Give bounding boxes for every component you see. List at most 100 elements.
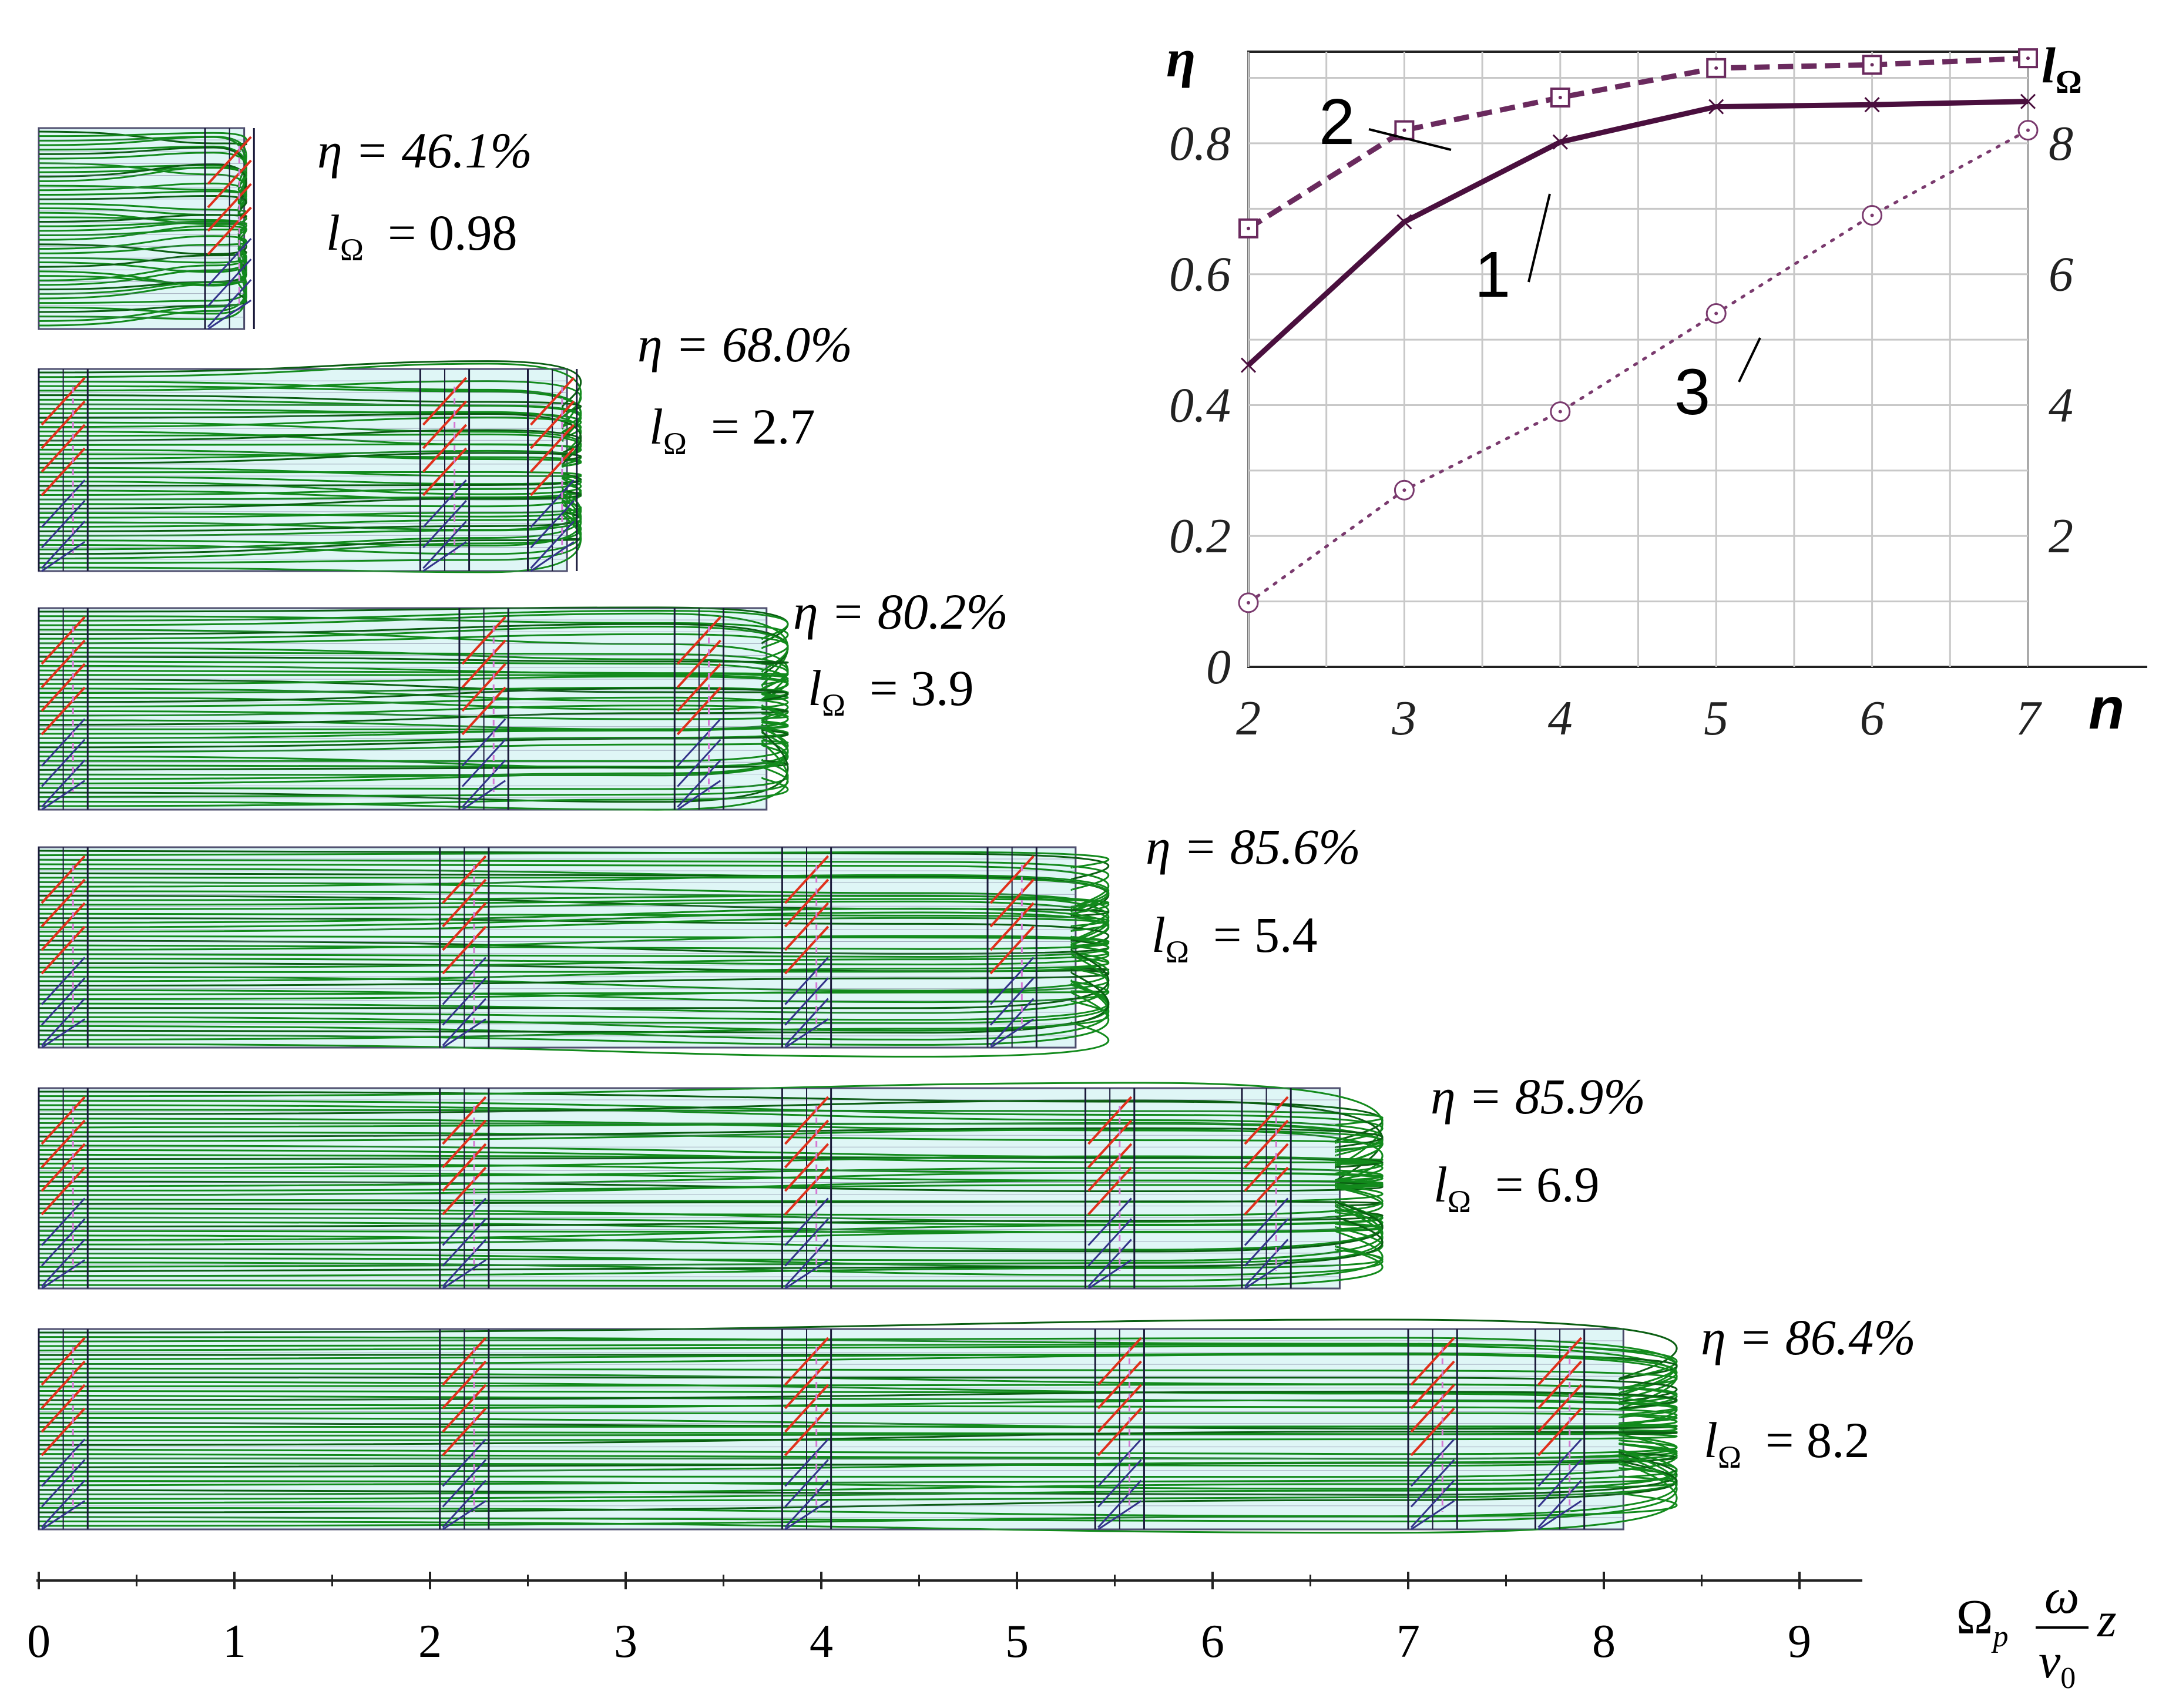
panel-3-length: = 3.9 [869, 660, 974, 716]
trajectory-line [38, 1432, 1678, 1442]
trajectory-line [38, 669, 789, 677]
series-label-1-leader [1527, 193, 1551, 283]
interaction-gap [986, 847, 1038, 1049]
panel-5-efficiency: η = 85.9% [1431, 1068, 1646, 1125]
trajectory-line [38, 625, 789, 673]
bottom-axis-tick-label: 1 [223, 1616, 246, 1667]
series-1-line [1246, 99, 2029, 367]
interaction-gap [38, 1088, 89, 1290]
y-tick-label: 0.8 [1169, 116, 1231, 171]
x-tick-label: 4 [1548, 691, 1573, 746]
trajectory-line [38, 953, 1110, 1014]
y-tick-label: 0.6 [1169, 247, 1231, 302]
bottom-axis-label: Ωp ω v0 z [1956, 1569, 2117, 1695]
trajectory-line [38, 449, 582, 467]
trajectory-line [38, 249, 247, 327]
trajectory-line [38, 1432, 1678, 1478]
trajectory-line [38, 656, 789, 665]
interaction-gap [458, 608, 509, 811]
interaction-gap [781, 847, 832, 1049]
panel-1-efficiency: η = 46.1% [317, 122, 532, 179]
series-label-2-leader [1368, 128, 1452, 151]
trajectory-line [38, 489, 582, 510]
trajectory-line [38, 162, 247, 217]
interaction-gap [527, 369, 578, 572]
trajectory-line [38, 1200, 1384, 1253]
series-label-3: 3 [1674, 356, 1710, 428]
trajectory-line [38, 1336, 1678, 1391]
series-1-point [1552, 134, 1568, 150]
trajectory-line [38, 1203, 1384, 1262]
interaction-gap [1241, 1088, 1292, 1290]
trajectory-line [38, 917, 1110, 933]
trajectory-line [38, 492, 582, 547]
trajectory-line [38, 417, 582, 440]
trajectory-line [38, 863, 1110, 910]
interaction-gap [1407, 1329, 1458, 1531]
trajectory-line [38, 1492, 1678, 1527]
trajectory-line [38, 1109, 1384, 1126]
trajectory-line [38, 729, 789, 803]
trajectory-line [38, 937, 1110, 958]
trajectory-line [38, 727, 789, 744]
trajectory-line [38, 237, 247, 254]
trajectory-line [38, 1412, 1678, 1424]
trajectory-line [38, 1179, 1384, 1196]
trajectory-line [38, 660, 789, 702]
panel-1-length: = 0.98 [388, 204, 518, 261]
panel-4-length: = 5.4 [1213, 907, 1318, 963]
trajectory-line [38, 1245, 1384, 1288]
svg-text:ω: ω [2044, 1569, 2079, 1624]
y2-axis-label: lΩ [2042, 37, 2082, 100]
trajectory-line [38, 512, 582, 564]
trajectory-line [38, 394, 582, 413]
trajectory-line [38, 686, 789, 700]
trajectory-line [38, 1442, 1678, 1473]
trajectory-line [38, 1443, 1678, 1467]
trajectory-line [38, 967, 1110, 1000]
series-1-point [1396, 214, 1412, 230]
y2-tick-label: 2 [2049, 509, 2073, 563]
trajectory-line [38, 708, 789, 726]
interaction-gap [1084, 1088, 1136, 1290]
interaction-gap [419, 369, 471, 572]
interaction-gap [439, 1088, 490, 1290]
panel-3 [38, 606, 789, 811]
series-label-1: 1 [1475, 239, 1510, 311]
panel-1 [38, 127, 255, 330]
trajectory-line [38, 203, 247, 217]
trajectory-line [38, 949, 1110, 1009]
trajectory-line [38, 1367, 1678, 1389]
y2-tick-label: 6 [2049, 247, 2073, 302]
y-tick-label: 0.4 [1169, 378, 1231, 432]
trajectory-line [38, 453, 582, 468]
trajectory-line [38, 851, 1110, 869]
x-tick-label: 3 [1391, 691, 1416, 746]
trajectory-line [38, 477, 582, 508]
bottom-axis-tick-label: 5 [1005, 1616, 1029, 1667]
interaction-gap [38, 608, 89, 811]
bottom-axis-tick-label: 8 [1592, 1616, 1616, 1667]
trajectory-line [38, 911, 1110, 945]
trajectory-line [38, 945, 1110, 969]
y-tick-label: 0.2 [1169, 509, 1231, 563]
interaction-gap [673, 608, 724, 811]
trajectory-line [38, 606, 789, 645]
trajectory-line [38, 971, 1110, 1034]
x-tick-label: 6 [1860, 691, 1885, 746]
trajectory-line [38, 1185, 1384, 1216]
panel-6 [38, 1318, 1678, 1534]
trajectory-line [38, 704, 789, 721]
trajectory-line [38, 443, 582, 457]
efficiency-chart: 2 3 4 5 6 7 0 0.2 0.4 0.6 0.8 2 4 6 8 η lΩ n 2 1 3 [1166, 28, 2147, 746]
trajectory-line [38, 1155, 1384, 1175]
panel-5-length: = 6.9 [1495, 1156, 1600, 1213]
trajectory-line [38, 497, 582, 573]
panel-6-efficiency: η = 86.4% [1701, 1309, 1916, 1365]
series-1-point [2020, 93, 2036, 109]
trajectory-line [38, 898, 1110, 908]
trajectory-line [38, 766, 789, 798]
trajectory-line [38, 1129, 1384, 1185]
interaction-gap [38, 847, 89, 1049]
